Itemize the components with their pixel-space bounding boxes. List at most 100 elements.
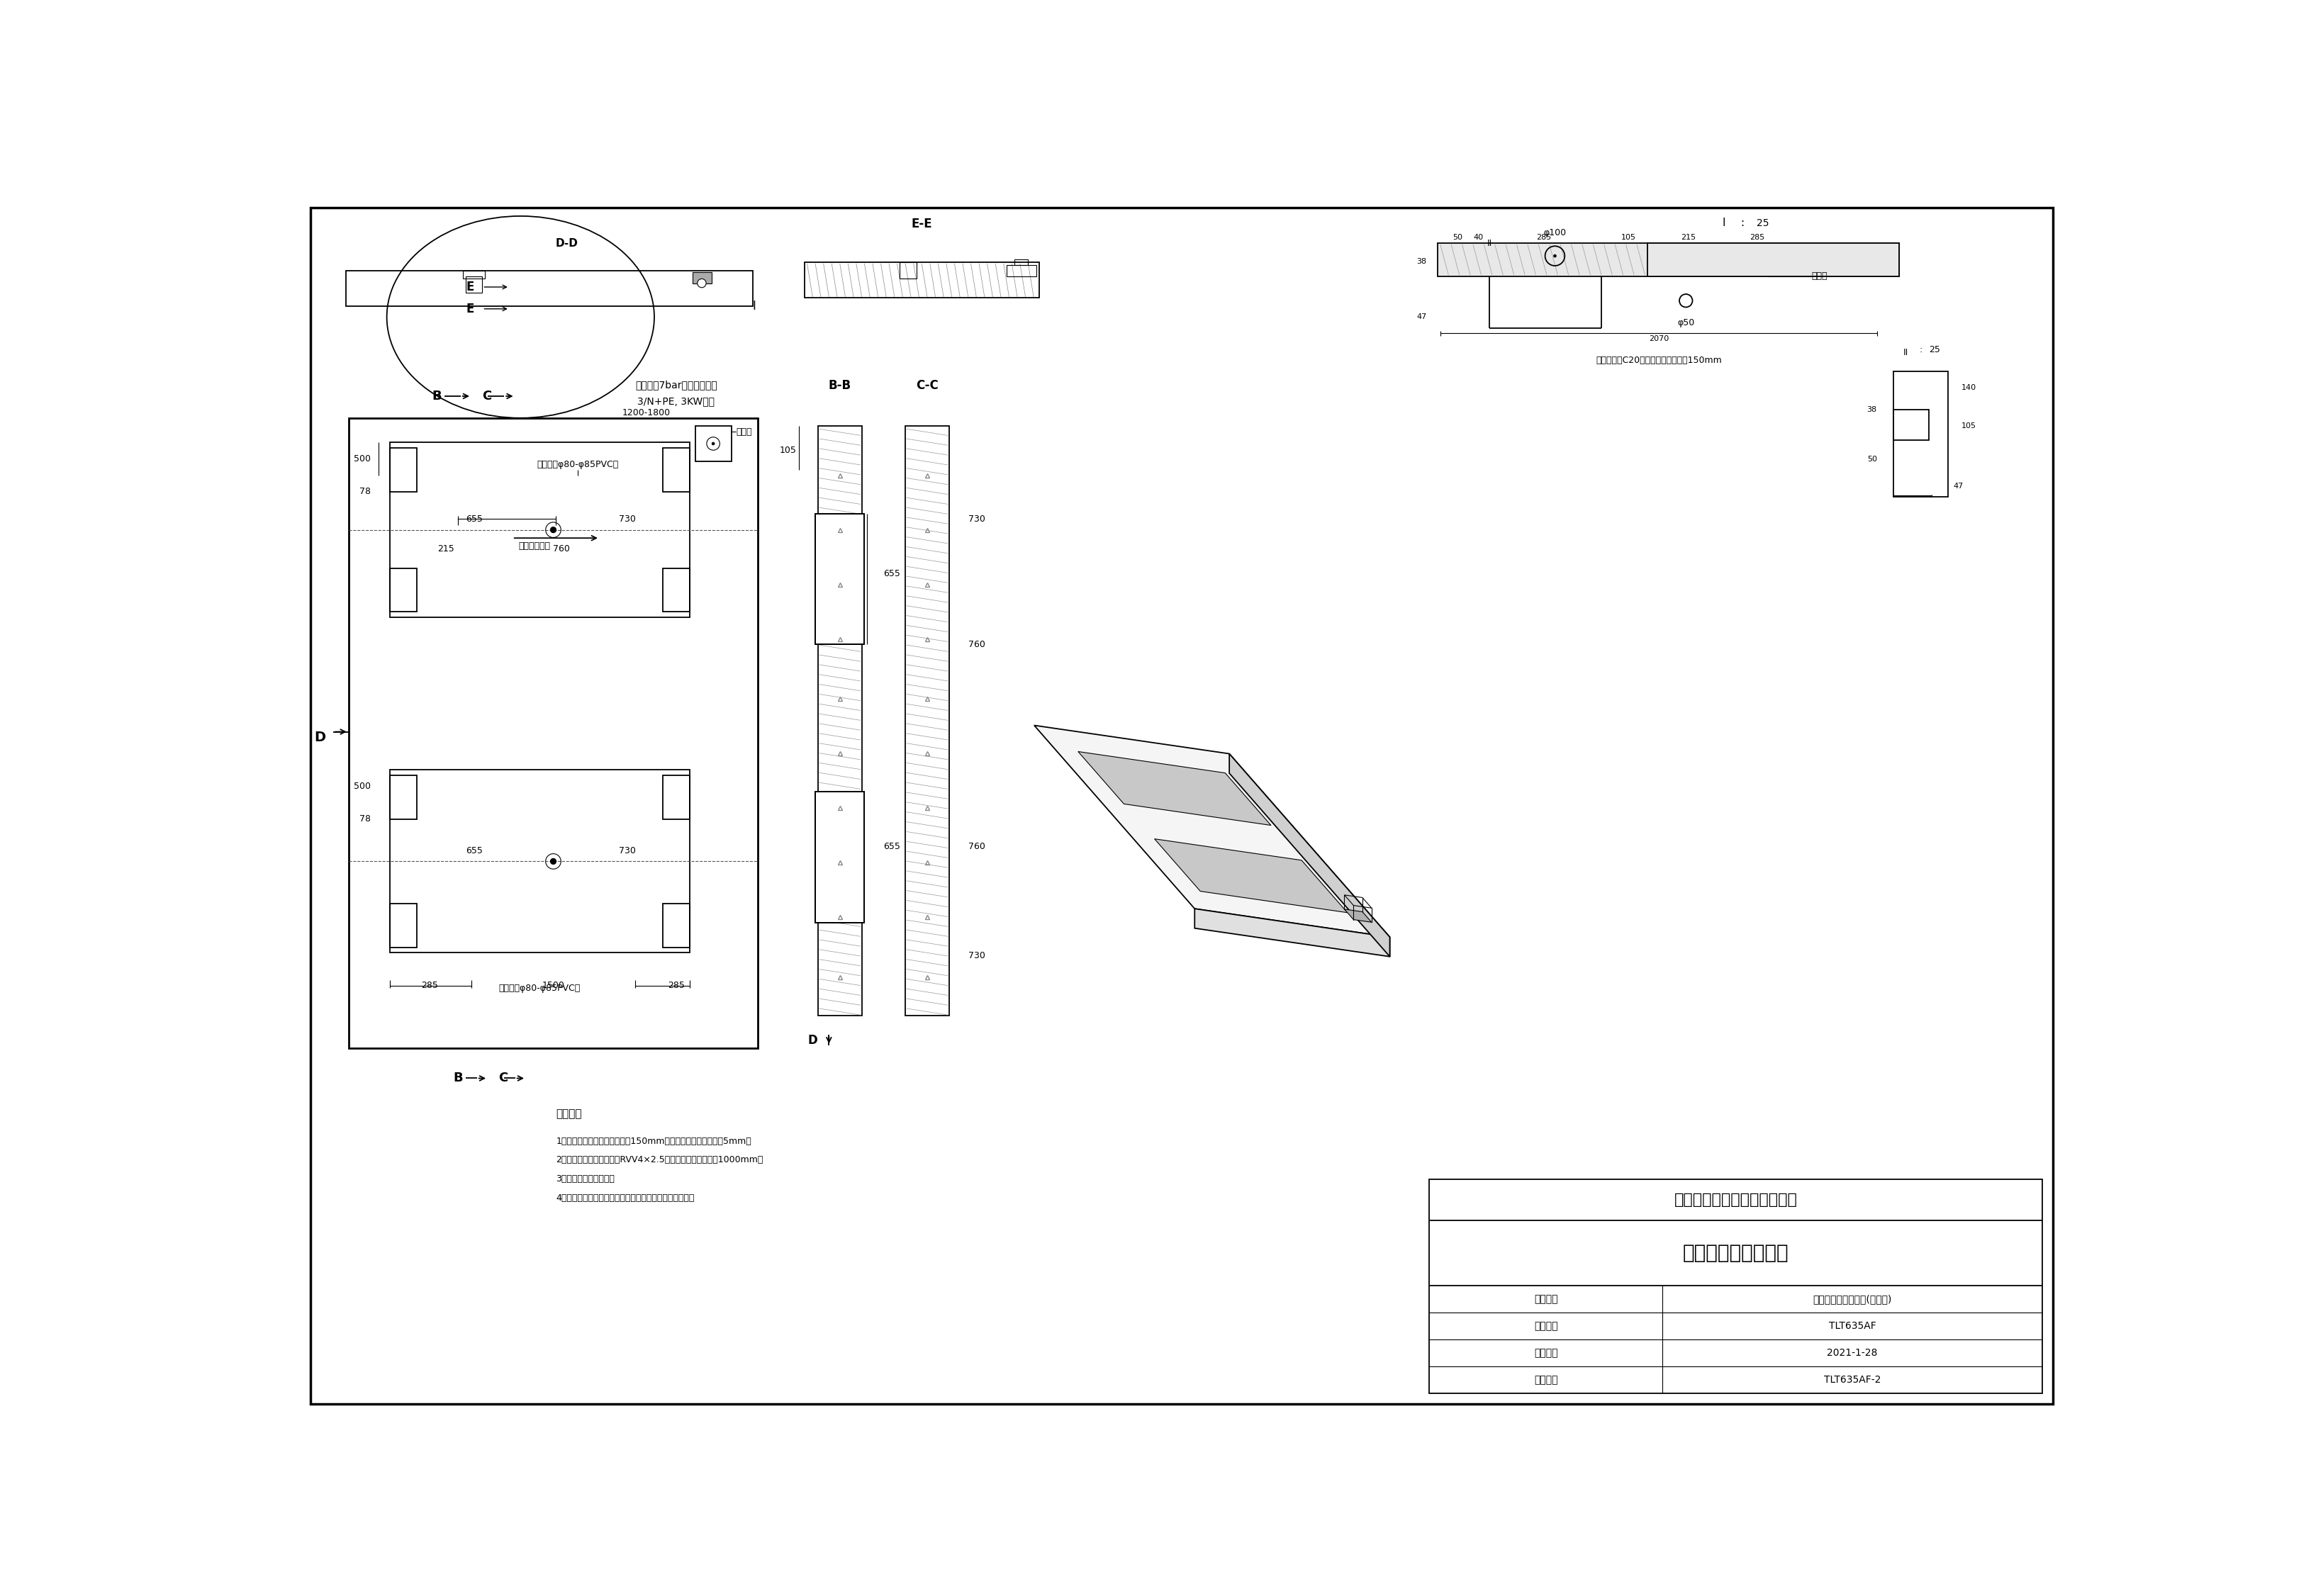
- Polygon shape: [1155, 839, 1347, 913]
- Bar: [816, 792, 865, 922]
- Text: I: I: [1723, 219, 1725, 228]
- Text: 产品型号: 产品型号: [1533, 1321, 1559, 1331]
- Text: 2070: 2070: [1649, 335, 1670, 343]
- Text: 38: 38: [1868, 407, 1877, 413]
- Polygon shape: [1033, 725, 1391, 937]
- Bar: [696, 426, 731, 461]
- Text: 655: 655: [466, 514, 482, 523]
- Text: 超薄小剪平板举升机(可拍板): 超薄小剪平板举升机(可拍板): [1813, 1294, 1891, 1304]
- Bar: [1430, 1179, 2043, 1393]
- Text: 105: 105: [1962, 423, 1976, 429]
- Text: E: E: [466, 303, 475, 316]
- Text: 760: 760: [969, 640, 985, 650]
- Text: :: :: [1919, 345, 1923, 354]
- Text: 2、预留电源线规格不低于RVV4×2.5，从出口处长度不小于1000mm；: 2、预留电源线规格不低于RVV4×2.5，从出口处长度不小于1000mm；: [556, 1156, 763, 1165]
- Text: 3/N+PE, 3KW电源: 3/N+PE, 3KW电源: [636, 397, 715, 407]
- Text: 78: 78: [360, 814, 371, 824]
- Circle shape: [713, 442, 715, 445]
- Text: 沙石混凝土C20，混凝土厚度不小于150mm: 沙石混凝土C20，混凝土厚度不小于150mm: [1596, 356, 1723, 365]
- Text: 215: 215: [438, 544, 454, 554]
- Bar: [692, 273, 713, 282]
- Bar: [466, 276, 482, 292]
- Bar: [1015, 260, 1028, 265]
- Bar: [816, 514, 865, 645]
- Text: 绘制日期: 绘制日期: [1533, 1349, 1559, 1358]
- Bar: [1005, 265, 1035, 276]
- Text: E: E: [466, 281, 475, 294]
- Text: 140: 140: [1962, 385, 1976, 391]
- Text: 25: 25: [1928, 345, 1939, 354]
- Text: 4、此地基图适用于可拍板超薄小剪平板举升机地坑安装。: 4、此地基图适用于可拍板超薄小剪平板举升机地坑安装。: [556, 1194, 694, 1203]
- Text: 1500: 1500: [542, 982, 565, 990]
- Text: 47: 47: [1416, 313, 1427, 321]
- Bar: [390, 448, 417, 492]
- Bar: [346, 271, 752, 306]
- Text: C: C: [482, 389, 491, 402]
- Text: 760: 760: [553, 544, 570, 554]
- Text: I: I: [752, 300, 756, 313]
- Text: 285: 285: [1536, 235, 1552, 241]
- Text: 105: 105: [1621, 235, 1635, 241]
- Text: 285: 285: [1750, 235, 1764, 241]
- Text: 760: 760: [969, 841, 985, 851]
- Text: D-D: D-D: [556, 238, 579, 249]
- Polygon shape: [1079, 752, 1271, 825]
- Text: 3、控制箱可左右互换；: 3、控制箱可左右互换；: [556, 1175, 616, 1184]
- Bar: [662, 776, 689, 819]
- Text: 730: 730: [618, 846, 636, 855]
- Bar: [348, 418, 759, 1049]
- Bar: [1649, 243, 1898, 276]
- Text: TLT635AF: TLT635AF: [1829, 1321, 1877, 1331]
- Text: 730: 730: [969, 951, 985, 961]
- Text: B-B: B-B: [828, 378, 851, 391]
- Bar: [899, 262, 915, 279]
- Text: 用户提供7bar的压缩空气管: 用户提供7bar的压缩空气管: [634, 380, 717, 389]
- Circle shape: [551, 859, 556, 865]
- Text: 285: 285: [422, 982, 438, 990]
- Text: 730: 730: [969, 514, 985, 523]
- Text: 655: 655: [883, 568, 899, 578]
- Text: TLT635AF-2: TLT635AF-2: [1824, 1374, 1882, 1385]
- Text: B: B: [431, 389, 440, 402]
- Bar: [390, 903, 417, 948]
- Circle shape: [696, 279, 706, 287]
- Text: :: :: [1741, 219, 1743, 228]
- Text: 1、混凝土地基处理厚度不小于150mm，地基平面倾斜度不大于5mm；: 1、混凝土地基处理厚度不小于150mm，地基平面倾斜度不大于5mm；: [556, 1136, 752, 1146]
- Text: 2021-1-28: 2021-1-28: [1826, 1349, 1877, 1358]
- Text: φ50: φ50: [1676, 318, 1695, 327]
- Text: 排水口: 排水口: [1813, 271, 1826, 281]
- Bar: [1893, 372, 1949, 496]
- Text: 285: 285: [669, 982, 685, 990]
- Text: C-C: C-C: [915, 378, 939, 391]
- Text: 图纸编号: 图纸编号: [1533, 1374, 1559, 1385]
- Bar: [906, 426, 950, 1015]
- Text: 215: 215: [1681, 235, 1697, 241]
- Text: 预埋内径φ80-φ85PVC管: 预埋内径φ80-φ85PVC管: [498, 983, 581, 993]
- Text: B: B: [454, 1073, 464, 1085]
- Text: 25: 25: [1757, 219, 1769, 228]
- Bar: [805, 262, 1040, 298]
- Bar: [1437, 243, 1898, 276]
- Text: 38: 38: [1416, 259, 1427, 265]
- Circle shape: [551, 527, 556, 533]
- Bar: [390, 442, 689, 618]
- Text: 655: 655: [466, 846, 482, 855]
- Text: 1200-1800: 1200-1800: [623, 409, 671, 417]
- Text: 655: 655: [883, 841, 899, 851]
- Text: C: C: [498, 1073, 507, 1085]
- Text: 105: 105: [779, 447, 796, 455]
- Polygon shape: [1195, 908, 1391, 956]
- Text: E-E: E-E: [911, 219, 932, 231]
- Text: II: II: [1902, 348, 1909, 358]
- Text: 50: 50: [1868, 455, 1877, 463]
- Bar: [816, 792, 865, 922]
- Bar: [390, 568, 417, 611]
- Text: 超薄小剪产品地基图: 超薄小剪产品地基图: [1683, 1243, 1789, 1262]
- Text: 车辆驶入方向: 车辆驶入方向: [519, 541, 551, 551]
- Bar: [390, 769, 689, 953]
- Text: 500: 500: [353, 782, 371, 792]
- Circle shape: [1554, 254, 1557, 257]
- Text: D: D: [807, 1034, 816, 1047]
- Bar: [662, 568, 689, 611]
- Text: II: II: [1487, 239, 1492, 247]
